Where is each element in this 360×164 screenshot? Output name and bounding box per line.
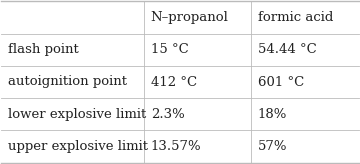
Text: upper explosive limit: upper explosive limit (8, 140, 148, 153)
Text: flash point: flash point (8, 43, 78, 56)
Text: 57%: 57% (258, 140, 287, 153)
Text: 18%: 18% (258, 108, 287, 121)
Text: formic acid: formic acid (258, 11, 333, 24)
Text: 412 °C: 412 °C (151, 75, 197, 89)
Text: 54.44 °C: 54.44 °C (258, 43, 317, 56)
Text: lower explosive limit: lower explosive limit (8, 108, 146, 121)
Text: 13.57%: 13.57% (151, 140, 201, 153)
Text: 601 °C: 601 °C (258, 75, 304, 89)
Text: N–propanol: N–propanol (151, 11, 229, 24)
Text: 15 °C: 15 °C (151, 43, 188, 56)
Text: autoignition point: autoignition point (8, 75, 127, 89)
Text: 2.3%: 2.3% (151, 108, 184, 121)
